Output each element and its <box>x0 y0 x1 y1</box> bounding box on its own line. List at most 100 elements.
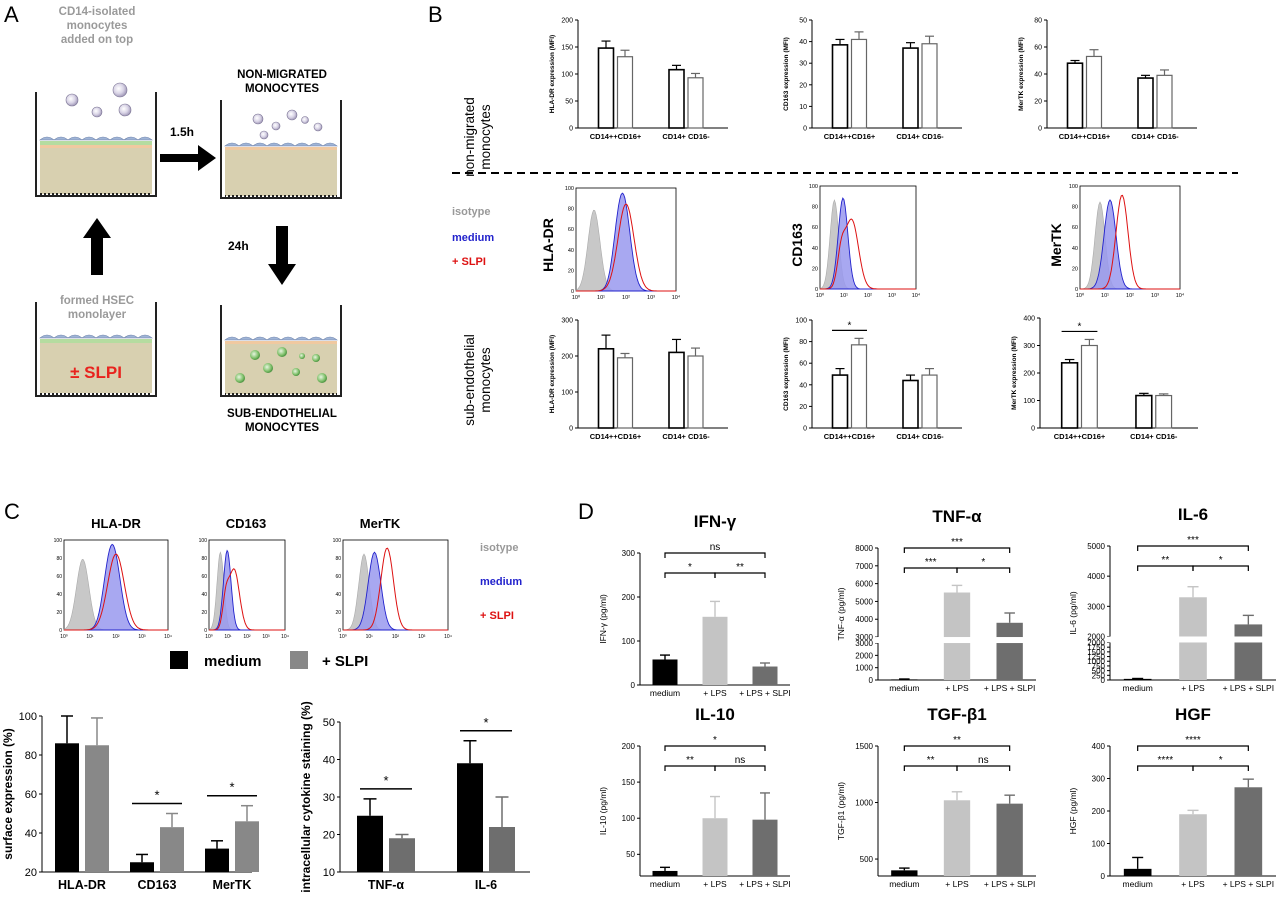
chart-B3-ylabel: MerTK expression (MFI) <box>1018 37 1025 111</box>
arrow-down-icon <box>268 226 296 285</box>
chart-D2-ytick-label: 0 <box>869 676 874 685</box>
chart-D4-bar <box>752 819 778 876</box>
histogram-ytick-label: 80 <box>1072 205 1078 211</box>
formed-label-1: formed HSEC <box>60 295 134 307</box>
histogram-ytick-label: 20 <box>56 610 62 616</box>
chart-D6-ytick-label: 300 <box>1092 774 1106 783</box>
chart-B6-ytick-label: 300 <box>1023 343 1035 350</box>
legend-isotype-c: isotype <box>480 542 519 554</box>
chart-D2-sig-label: *** <box>951 537 963 548</box>
hist-label-mertk-b: MerTK <box>1048 223 1064 267</box>
histogram-mertk: 10⁰ 10¹ 10² 10³ 10⁴ 0 20 40 60 80 100 <box>1069 184 1185 299</box>
row-label-subendo-1: sub-endothelial <box>462 334 477 426</box>
chart-C1-bar <box>205 848 229 872</box>
chart-D1-bar <box>752 666 778 685</box>
nonmigrated-label-2: MONOCYTES <box>245 83 319 95</box>
histogram-xtick-label: 10¹ <box>86 634 94 640</box>
chart-B4-bar <box>597 347 615 429</box>
chart-B3-ytick-label: 0 <box>1038 125 1042 132</box>
time-label-2: 24h <box>228 239 249 253</box>
histogram-xtick-label: 10³ <box>418 634 426 640</box>
chart-D2-sig-bracket <box>956 567 1011 573</box>
chart-D4-sig-bracket <box>664 745 766 751</box>
chart-D6: 0 100 200 300 400 HGF (pg/ml) HGF medium + LPS + … <box>1068 705 1276 889</box>
chart-D6-ytick-label: 400 <box>1092 742 1106 751</box>
histogram-xtick-label: 10² <box>1126 293 1134 299</box>
chart-D3-bar <box>1123 678 1152 680</box>
added-label-1: CD14-isolated <box>59 6 136 18</box>
chart-B3: 0 20 40 60 80 MerTK expression (MFI) CD14++CD1… <box>1018 17 1197 141</box>
chart-C2-ytick-label: 40 <box>323 754 335 766</box>
row-label-nonmigrated-1: non-migrated <box>462 97 477 177</box>
chart-B4-bar <box>616 357 634 429</box>
chart-C1-sig-label: * <box>154 788 159 803</box>
panel-letter-c: C <box>4 499 20 524</box>
histogram-ytick-label: 40 <box>1072 246 1078 252</box>
chart-D2-ytick-label: 2000 <box>855 651 873 660</box>
chart-B6-ylabel: MerTK expression (MFI) <box>1011 336 1018 410</box>
chart-D3-ytick-label: 250 <box>1092 671 1106 680</box>
chart-B3-bar <box>1156 74 1173 129</box>
chart-D1-bar <box>702 616 728 685</box>
histogram-ytick-label: 80 <box>201 556 207 562</box>
chart-C1-xtick-label: MerTK <box>213 878 252 892</box>
chart-B4-bar <box>668 351 685 429</box>
chart-C1-ytick-label: 100 <box>19 711 37 723</box>
chart-C2-bar <box>457 763 483 872</box>
chart-D4-title: IL-10 <box>695 705 735 724</box>
histogram-xtick-label: 10³ <box>138 634 146 640</box>
chart-C1-ytick-label: 20 <box>25 867 37 879</box>
histogram-xtick-label: 10⁰ <box>816 292 825 299</box>
chart-B6-xtick-label: CD14+ CD16- <box>1130 432 1178 441</box>
chart-D1-ytick-label: 300 <box>622 549 636 558</box>
chart-D6-sig-label: **** <box>1185 735 1201 746</box>
histogram-xtick-label: 10⁰ <box>60 634 68 640</box>
chart-B3-xtick-label: CD14+ CD16- <box>1131 132 1179 141</box>
chart-C1-ytick-label: 80 <box>25 750 37 762</box>
chart-D3: 2000 3000 4000 5000 025050075010001250150017… <box>1068 505 1278 693</box>
well-top-right <box>220 100 342 199</box>
chart-B3-xtick-label: CD14++CD16+ <box>1059 132 1111 141</box>
chart-C1-bar <box>160 827 184 872</box>
chart-B4-ylabel: HLA-DR expression (MFI) <box>549 335 556 413</box>
chart-B5-ylabel: CD163 expression (MFI) <box>783 337 790 411</box>
chart-C2-sig-label: * <box>483 715 488 730</box>
chart-D3-ytick-label: 2000 <box>1087 638 1105 647</box>
chart-D6-ylabel: HGF (pg/ml) <box>1068 787 1078 834</box>
row-label-nonmigrated-2: monocytes <box>478 104 493 170</box>
chart-D6-sig-bracket <box>1137 745 1249 751</box>
histogram-xtick-label: 10² <box>112 634 120 640</box>
chart-D3-ylabel: IL-6 (pg/ml) <box>1068 591 1078 635</box>
chart-D2: 3000 4000 5000 6000 7000 8000 0 1000 2000 3000 TNF… <box>836 507 1038 693</box>
chart-B2-xtick-label: CD14++CD16+ <box>824 132 876 141</box>
chart-D1-xtick-label: + LPS + SLPI <box>739 688 791 698</box>
legend-medium-b: medium <box>452 232 494 244</box>
chart-B5-ytick-label: 20 <box>799 404 807 411</box>
legend-slpi-b: + SLPI <box>452 256 486 268</box>
chart-D5-sig-label: ns <box>978 755 989 766</box>
histogram-slpi-line <box>820 218 916 290</box>
chart-B6-bar <box>1155 394 1173 429</box>
histogram-ytick-label: 100 <box>809 184 818 190</box>
histogram-xtick-label: 10² <box>622 295 630 301</box>
hist-label-hladr-b: HLA-DR <box>540 218 556 272</box>
chart-D2-ylabel: TNF-α (pg/ml) <box>836 587 846 640</box>
chart-B5-sig-label: * <box>848 320 852 331</box>
chart-D1-ytick-label: 200 <box>622 593 636 602</box>
chart-D2-ytick-label: 4000 <box>855 615 873 624</box>
chart-D3-xtick-label: medium <box>1123 683 1153 693</box>
chart-D2-ytick-label: 7000 <box>855 562 873 571</box>
added-label-3: added on top <box>61 34 133 46</box>
histogram-ytick-label: 40 <box>56 592 62 598</box>
chart-D3-ytick-label: 1500 <box>1087 648 1105 657</box>
chart-D6-sig-label: **** <box>1158 755 1174 766</box>
panel-b: B non-migrated monocytes isotype medium … <box>428 2 1238 426</box>
chart-B5-bar <box>902 379 919 429</box>
chart-D6-ytick-label: 100 <box>1092 839 1106 848</box>
chart-D4-bar <box>652 870 678 876</box>
histogram-xtick-label: 10⁴ <box>912 292 921 299</box>
panel-letter-d: D <box>578 499 594 524</box>
chart-B2-ytick-label: 10 <box>799 104 807 111</box>
chart-D3-ytick-label: 3000 <box>1087 602 1105 611</box>
